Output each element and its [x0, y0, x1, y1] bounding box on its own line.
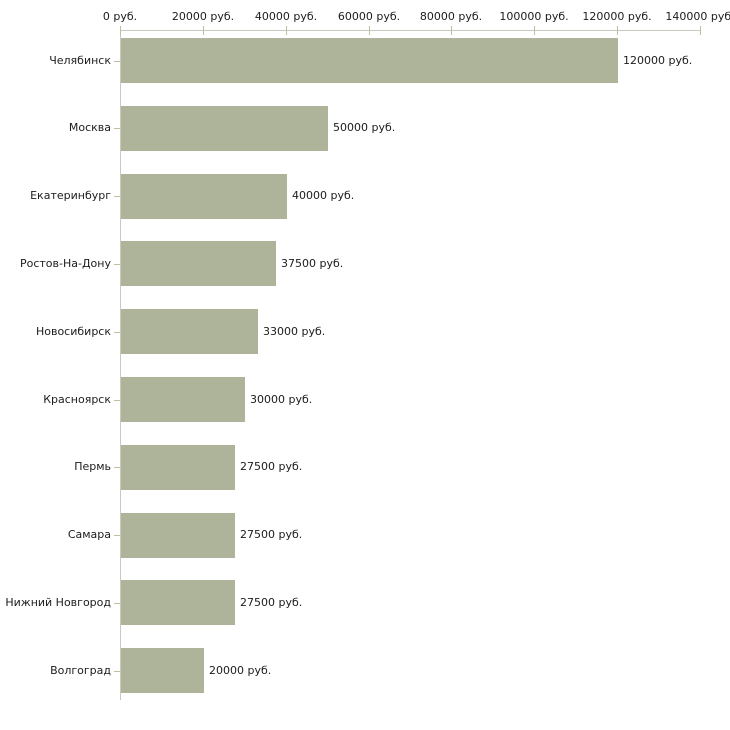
- x-tick-label: 20000 руб.: [171, 10, 235, 23]
- category-label: Пермь: [74, 460, 111, 473]
- bar: [121, 580, 235, 625]
- x-tick: [203, 26, 204, 35]
- value-label: 27500 руб.: [240, 528, 303, 541]
- category-label: Москва: [68, 121, 111, 134]
- bar: [121, 445, 235, 490]
- value-label: 33000 руб.: [263, 325, 326, 338]
- bar: [121, 106, 328, 151]
- x-axis-line: [120, 30, 701, 31]
- category-label: Екатеринбург: [30, 189, 111, 202]
- bar: [121, 309, 258, 354]
- bar: [121, 174, 287, 219]
- bar: [121, 648, 204, 693]
- x-tick: [700, 26, 701, 35]
- category-label: Самара: [67, 528, 111, 541]
- x-tick: [120, 26, 121, 35]
- bar: [121, 241, 276, 286]
- value-label: 30000 руб.: [250, 393, 313, 406]
- category-tick: [114, 467, 120, 468]
- category-label: Новосибирск: [35, 325, 111, 338]
- x-tick-label: 60000 руб.: [337, 10, 401, 23]
- bar: [121, 513, 235, 558]
- category-label: Ростов-На-Дону: [19, 257, 111, 270]
- x-tick-label: 0 руб.: [102, 10, 138, 23]
- category-tick: [114, 671, 120, 672]
- value-label: 37500 руб.: [281, 257, 344, 270]
- x-tick-label: 100000 руб.: [499, 10, 569, 23]
- x-tick-label: 120000 руб.: [582, 10, 652, 23]
- x-tick: [451, 26, 452, 35]
- category-tick: [114, 128, 120, 129]
- value-label: 27500 руб.: [240, 596, 303, 609]
- category-tick: [114, 264, 120, 265]
- value-label: 40000 руб.: [292, 189, 355, 202]
- x-tick: [534, 26, 535, 35]
- x-tick-label: 80000 руб.: [419, 10, 483, 23]
- category-tick: [114, 535, 120, 536]
- category-tick: [114, 332, 120, 333]
- y-axis-line: [120, 30, 121, 700]
- value-label: 27500 руб.: [240, 460, 303, 473]
- x-tick-label: 40000 руб.: [254, 10, 318, 23]
- category-label: Красноярск: [43, 393, 111, 406]
- x-tick: [286, 26, 287, 35]
- value-label: 120000 руб.: [623, 54, 693, 67]
- x-tick: [617, 26, 618, 35]
- value-label: 20000 руб.: [209, 664, 272, 677]
- bar: [121, 377, 245, 422]
- category-tick: [114, 61, 120, 62]
- category-label: Волгоград: [50, 664, 111, 677]
- x-tick-label: 140000 руб.: [665, 10, 730, 23]
- value-label: 50000 руб.: [333, 121, 396, 134]
- category-tick: [114, 603, 120, 604]
- category-label: Челябинск: [49, 54, 111, 67]
- x-tick: [369, 26, 370, 35]
- category-tick: [114, 196, 120, 197]
- bar: [121, 38, 618, 83]
- category-tick: [114, 400, 120, 401]
- category-label: Нижний Новгород: [5, 596, 111, 609]
